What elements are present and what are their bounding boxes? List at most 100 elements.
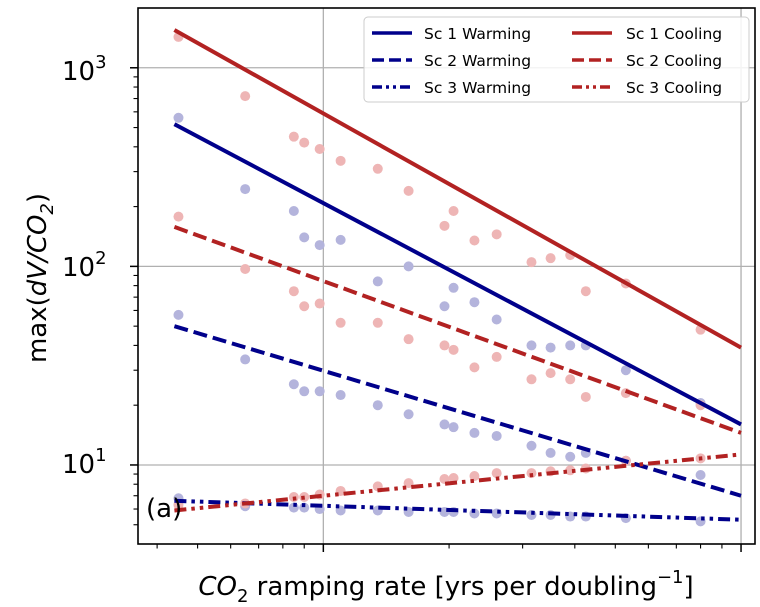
data-point	[491, 314, 502, 325]
legend-label: Sc 1 Cooling	[626, 25, 722, 43]
data-point	[403, 478, 414, 489]
scatter-points	[173, 31, 706, 527]
data-point	[240, 354, 251, 365]
data-point	[335, 155, 346, 166]
x-axis-title: CO2 ramping rate [yrs per doubling−1]	[198, 567, 693, 607]
data-point	[299, 502, 310, 513]
data-point	[314, 143, 325, 154]
fit-lines	[173, 28, 743, 522]
data-point	[526, 340, 537, 351]
data-point	[335, 390, 346, 401]
data-point	[491, 351, 502, 362]
data-point	[545, 368, 556, 379]
data-point	[565, 340, 576, 351]
data-point	[173, 309, 184, 320]
data-point	[314, 240, 325, 251]
data-point	[545, 253, 556, 264]
data-point	[469, 235, 480, 246]
fit-line	[173, 324, 742, 498]
legend-label: Sc 2 Cooling	[626, 52, 722, 70]
legend: Sc 1 Warming Sc 2 Warming Sc 3 Warming S…	[363, 16, 750, 103]
data-point	[299, 232, 310, 243]
legend-box	[363, 16, 750, 103]
axis-ticks	[130, 67, 742, 552]
data-point	[545, 342, 556, 353]
legend-label: Sc 1 Warming	[424, 25, 531, 43]
data-point	[299, 301, 310, 312]
data-point	[240, 264, 251, 275]
data-point	[314, 298, 325, 309]
data-point	[565, 374, 576, 385]
data-point	[448, 422, 459, 433]
data-point	[403, 185, 414, 196]
data-point	[372, 276, 383, 287]
data-point	[288, 379, 299, 390]
legend-entry-sc1-cooling: Sc 1 Cooling	[572, 25, 722, 43]
y-tick-labels: 103 102 101	[62, 52, 107, 480]
legend-label: Sc 3 Cooling	[626, 79, 722, 97]
legend-entry-sc3-warming: Sc 3 Warming	[372, 79, 531, 97]
fit-line	[173, 122, 742, 427]
y-axis-title: max(dV/CO2)	[23, 193, 58, 363]
data-point	[526, 468, 537, 479]
data-point	[491, 430, 502, 441]
y-tick-label-100: 102	[62, 248, 107, 283]
legend-label: Sc 3 Warming	[424, 79, 531, 97]
data-point	[439, 340, 450, 351]
legend-entry-sc3-cooling: Sc 3 Cooling	[572, 79, 722, 97]
data-point	[491, 468, 502, 479]
fit-line	[173, 225, 742, 435]
data-point	[526, 257, 537, 268]
data-point	[372, 163, 383, 174]
data-point	[288, 286, 299, 297]
data-point	[314, 386, 325, 397]
data-point	[299, 137, 310, 148]
data-point	[439, 473, 450, 484]
data-point	[173, 112, 184, 123]
data-point	[448, 344, 459, 355]
data-point	[526, 440, 537, 451]
data-point	[288, 131, 299, 142]
data-point	[448, 206, 459, 217]
y-tick-label-10: 101	[62, 445, 107, 480]
legend-entry-sc1-warming: Sc 1 Warming	[372, 25, 531, 43]
data-point	[299, 386, 310, 397]
legend-entry-sc2-warming: Sc 2 Warming	[372, 52, 531, 70]
fit-line	[174, 452, 742, 513]
legend-entry-sc2-cooling: Sc 2 Cooling	[572, 52, 722, 70]
data-point	[469, 297, 480, 308]
panel-label: (a)	[146, 494, 182, 524]
data-point	[565, 451, 576, 462]
data-point	[439, 301, 450, 312]
data-point	[403, 334, 414, 345]
data-point	[491, 229, 502, 240]
data-point	[240, 91, 251, 102]
data-point	[372, 317, 383, 328]
data-point	[240, 184, 251, 195]
data-point	[288, 206, 299, 217]
data-point	[335, 317, 346, 328]
data-point	[173, 211, 184, 222]
fit-line	[173, 28, 743, 350]
data-point	[695, 470, 706, 481]
data-point	[469, 427, 480, 438]
data-point	[526, 374, 537, 385]
data-point	[335, 234, 346, 245]
data-point	[439, 220, 450, 231]
data-point	[620, 365, 631, 376]
data-point	[580, 391, 591, 402]
data-point	[448, 282, 459, 293]
fit-line	[174, 498, 742, 522]
data-point	[372, 400, 383, 411]
data-point	[439, 419, 450, 430]
data-point	[469, 362, 480, 373]
data-point	[403, 409, 414, 420]
y-tick-label-1000: 103	[62, 52, 107, 87]
data-point	[448, 472, 459, 483]
data-point	[545, 447, 556, 458]
legend-label: Sc 2 Warming	[424, 52, 531, 70]
data-point	[469, 470, 480, 481]
data-point	[403, 261, 414, 272]
data-point	[580, 286, 591, 297]
